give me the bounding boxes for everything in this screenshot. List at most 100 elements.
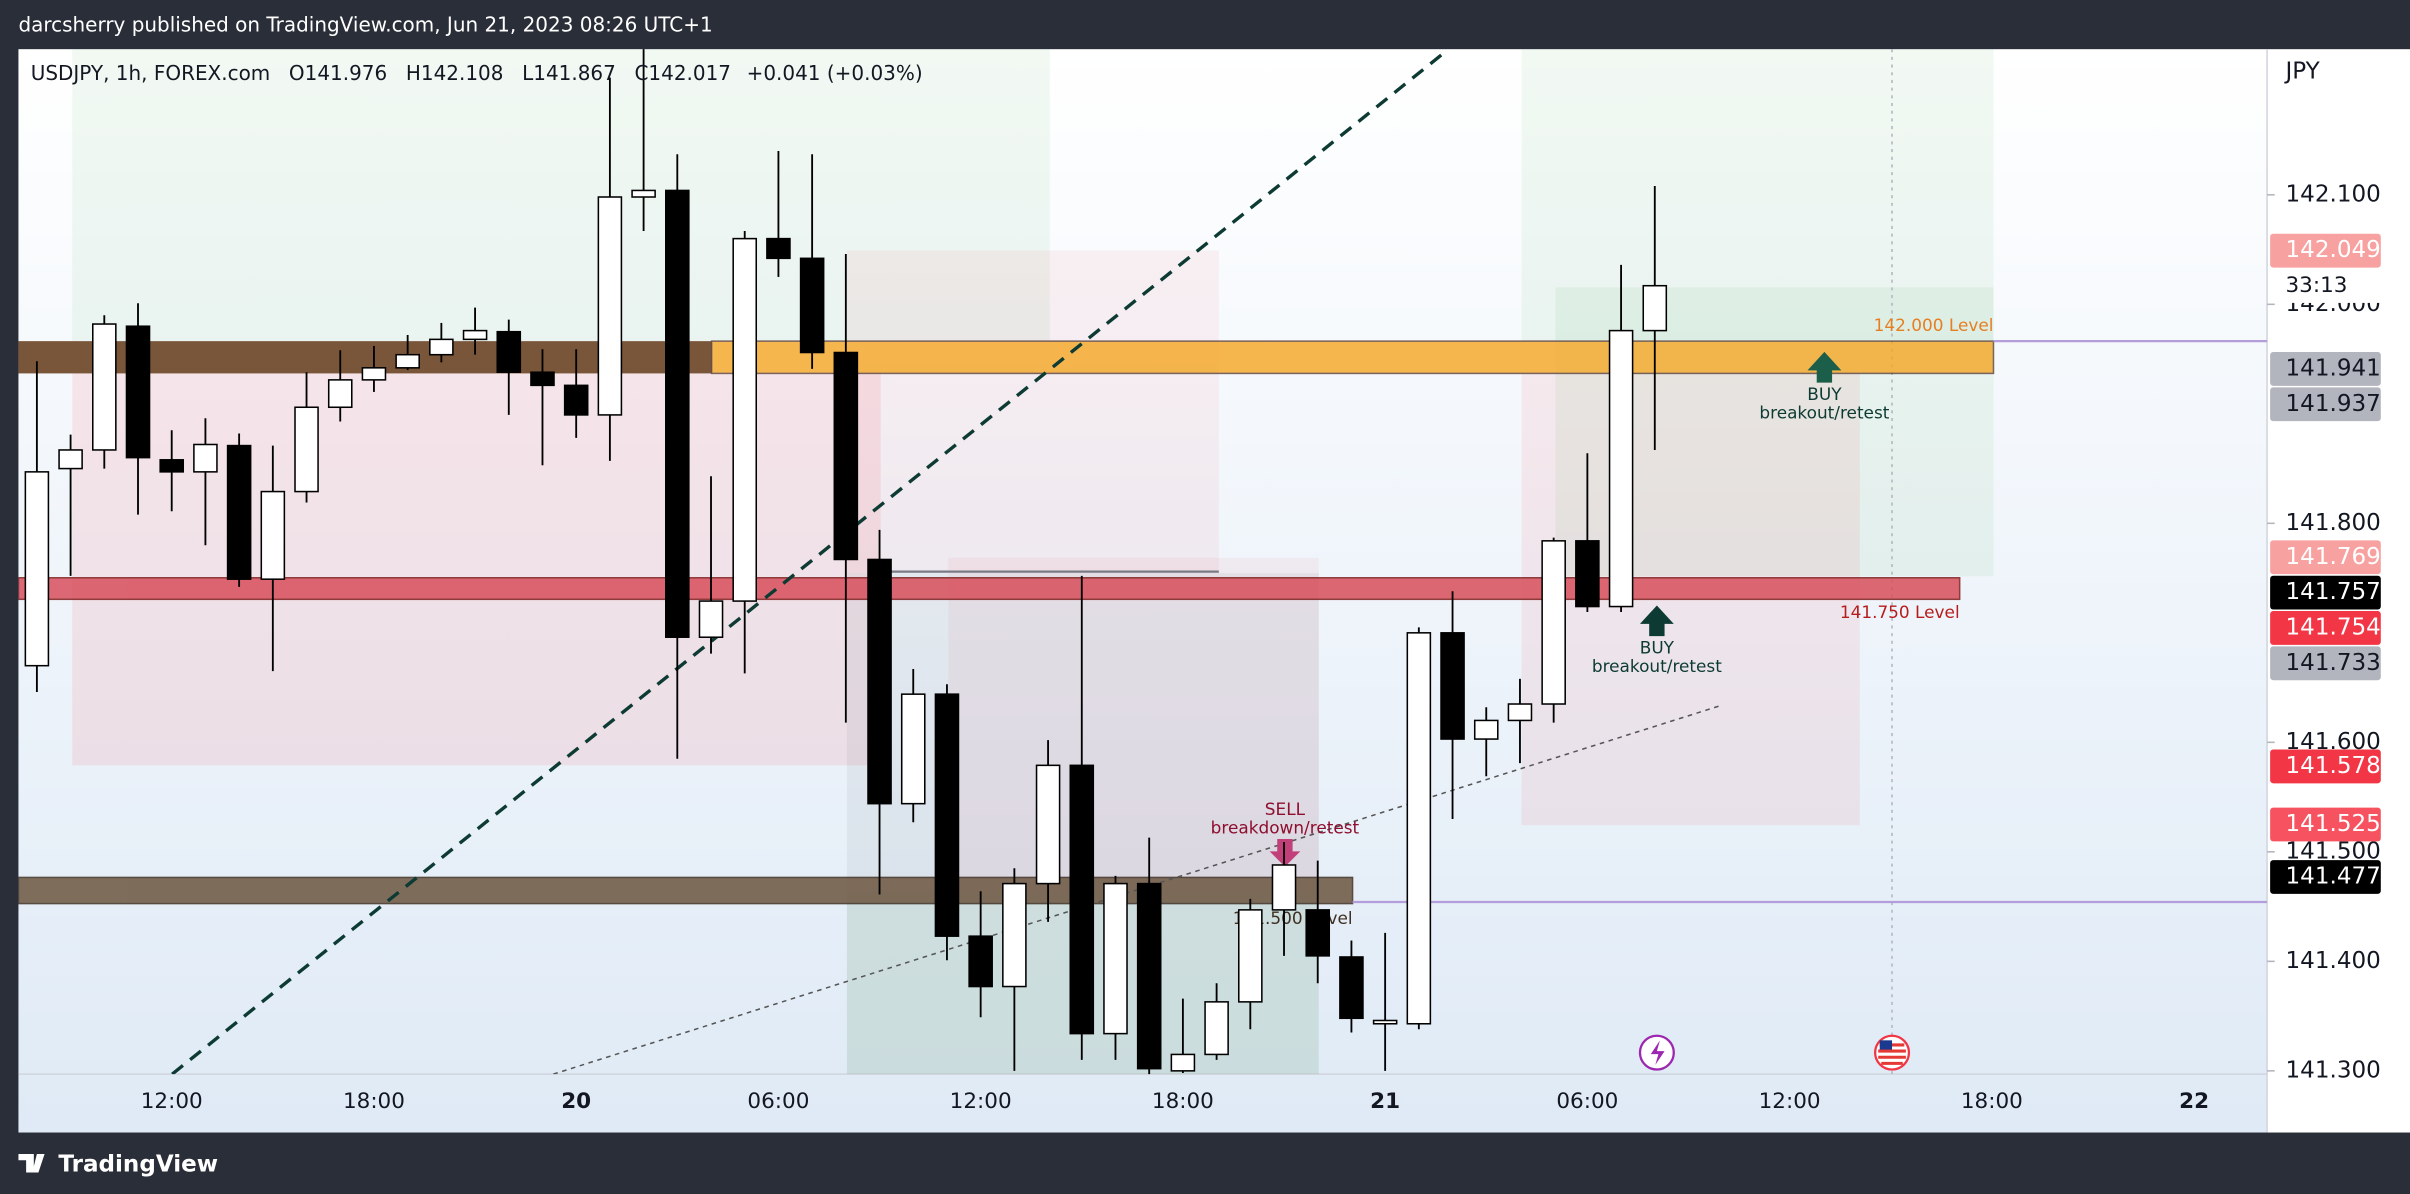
candle-body bbox=[294, 406, 319, 493]
price-badge-label: 141.941 bbox=[2286, 355, 2381, 381]
event-icon-bolt bbox=[1650, 1040, 1665, 1065]
zone bbox=[948, 557, 1319, 892]
candle-body bbox=[665, 189, 690, 638]
candle-body bbox=[530, 371, 555, 387]
signal-action: BUY bbox=[1807, 384, 1842, 404]
price-badge-label: 142.049 bbox=[2286, 237, 2381, 263]
candle-body bbox=[597, 196, 623, 416]
price-badge bbox=[2270, 387, 2381, 422]
buy-arrow bbox=[1639, 605, 1674, 637]
axes: 142.100142.000141.800141.600141.500141.4… bbox=[141, 181, 2381, 1113]
candle-body bbox=[968, 935, 993, 988]
price-badge-label: 141.525 bbox=[2286, 811, 2381, 837]
candle-body bbox=[1103, 882, 1128, 1035]
buy-arrow bbox=[1807, 351, 1842, 383]
candle-body bbox=[1541, 540, 1566, 705]
currency: JPY bbox=[2284, 59, 2321, 85]
candle-body bbox=[934, 693, 960, 937]
candle-body bbox=[395, 353, 420, 369]
y-tick-label: 141.400 bbox=[2286, 948, 2381, 974]
candle-body bbox=[1575, 540, 1600, 608]
signal-action: BUY bbox=[1640, 637, 1675, 657]
candle-body bbox=[24, 471, 50, 667]
price-badge-label: 141.578 bbox=[2286, 753, 2381, 779]
symbol: USDJPY, 1h, FOREX.com bbox=[31, 60, 271, 84]
signal-action: SELL bbox=[1265, 799, 1306, 819]
legend-close: C142.017 bbox=[634, 60, 731, 84]
price-badge bbox=[2270, 749, 2381, 784]
candle-body bbox=[125, 325, 151, 459]
candle-body bbox=[462, 329, 488, 341]
signal-note: breakdown/retest bbox=[1211, 817, 1360, 837]
candle-body bbox=[58, 449, 83, 470]
x-tick-label: 22 bbox=[2179, 1089, 2209, 1114]
trend-line bbox=[171, 50, 1446, 1075]
x-tick-label: 12:00 bbox=[950, 1089, 1012, 1114]
candle-body bbox=[1305, 909, 1331, 957]
zone bbox=[1521, 49, 1994, 342]
candle-body bbox=[563, 384, 589, 416]
candle-body bbox=[1642, 284, 1668, 332]
candle-body bbox=[1238, 909, 1263, 1003]
candle-body bbox=[833, 351, 859, 561]
zone bbox=[846, 250, 1219, 574]
level-label: 141.750 Level bbox=[1840, 602, 1960, 622]
candle-body bbox=[732, 237, 758, 602]
y-tick-label: 141.800 bbox=[2286, 510, 2381, 536]
x-tick-label: 18:00 bbox=[343, 1089, 405, 1114]
zone bbox=[72, 373, 881, 766]
x-tick-label: 12:00 bbox=[141, 1089, 203, 1114]
x-tick-label: 06:00 bbox=[747, 1089, 809, 1114]
legend: USDJPY, 1h, FOREX.com O141.976 H142.108 … bbox=[31, 60, 923, 84]
x-tick-label: 18:00 bbox=[1961, 1089, 2023, 1114]
price-badge bbox=[2270, 352, 2381, 386]
candle-body bbox=[361, 367, 387, 381]
level-label: 142.000 Level bbox=[1874, 315, 1994, 335]
candle-body bbox=[1002, 882, 1027, 988]
x-tick-label: 12:00 bbox=[1759, 1089, 1821, 1114]
candles bbox=[24, 49, 1668, 1075]
zone bbox=[72, 49, 1050, 342]
candle-body bbox=[1507, 703, 1533, 722]
candle-body bbox=[698, 600, 724, 638]
y-tick-label: 141.500 bbox=[2286, 838, 2381, 864]
legend-low: L141.867 bbox=[522, 60, 616, 84]
level-band bbox=[710, 340, 1995, 375]
x-tick-label: 18:00 bbox=[1152, 1089, 1214, 1114]
legend-open: O141.976 bbox=[289, 60, 387, 84]
candle-body bbox=[429, 338, 454, 356]
price-badge-label: 141.769 bbox=[2286, 544, 2381, 570]
candle-body bbox=[327, 379, 353, 409]
y-tick-label: 141.300 bbox=[2286, 1057, 2381, 1083]
candle-body bbox=[1608, 329, 1634, 608]
publisher-line: darcsherry published on TradingView.com,… bbox=[18, 13, 712, 37]
signal-note: breakout/retest bbox=[1592, 656, 1722, 676]
candle-body bbox=[260, 490, 286, 580]
candle-body bbox=[159, 459, 185, 473]
x-tick-label: 20 bbox=[561, 1089, 591, 1114]
price-badge bbox=[2270, 233, 2381, 268]
candle-body bbox=[226, 444, 252, 580]
candle-body bbox=[1440, 632, 1465, 740]
candle-body bbox=[1406, 632, 1432, 1025]
candle-body bbox=[1372, 1019, 1398, 1025]
price-badge bbox=[2270, 860, 2381, 894]
price-badge-label: 141.477 bbox=[2286, 864, 2381, 890]
signal-note: breakout/retest bbox=[1759, 402, 1889, 422]
brand-logo[interactable] bbox=[18, 1154, 45, 1173]
countdown-bg bbox=[2270, 269, 2381, 303]
legend-high: H142.108 bbox=[406, 60, 504, 84]
candle-body bbox=[1069, 764, 1095, 1035]
candle-body bbox=[1170, 1053, 1196, 1072]
candle-body bbox=[631, 189, 656, 198]
price-badge bbox=[2270, 646, 2381, 681]
price-badge-label: 141.754 bbox=[2286, 614, 2381, 640]
countdown: 33:13 bbox=[2286, 273, 2348, 298]
candle-body bbox=[1136, 882, 1162, 1070]
candle-body bbox=[799, 257, 825, 354]
brand-name[interactable]: TradingView bbox=[58, 1151, 218, 1177]
candle-body bbox=[766, 237, 791, 260]
candle-body bbox=[900, 693, 926, 805]
